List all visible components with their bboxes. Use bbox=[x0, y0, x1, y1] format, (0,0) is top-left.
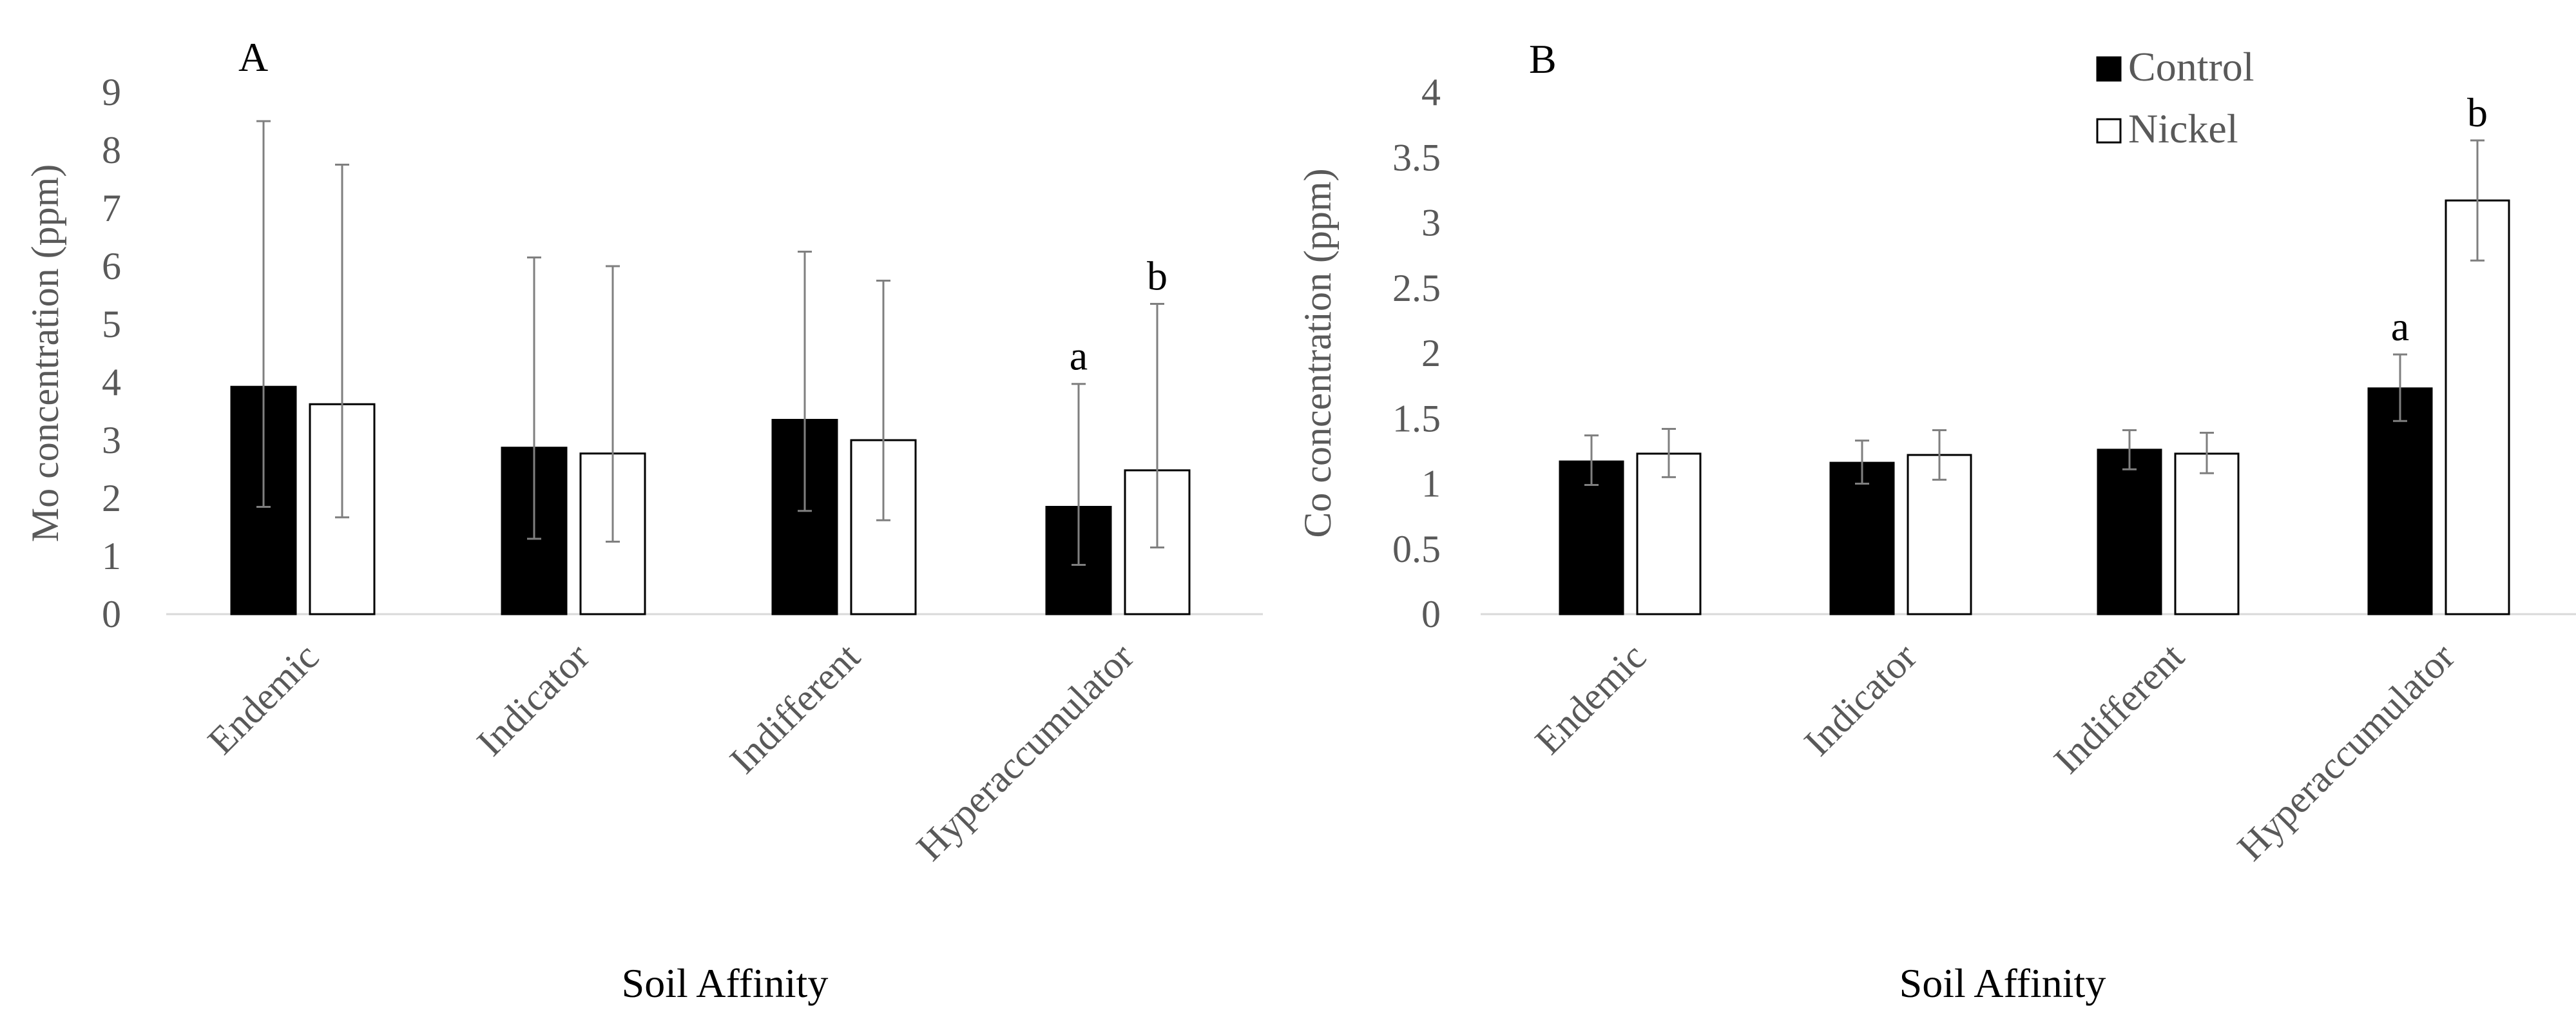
y-axis-label: Mo concentration (ppm) bbox=[24, 164, 66, 543]
bar-endemic-nickel bbox=[1636, 452, 1702, 615]
significance-letter: a bbox=[2391, 304, 2409, 349]
y-tick-label: 6 bbox=[102, 245, 121, 287]
y-tick-label: 1.5 bbox=[1392, 397, 1441, 440]
y-tick-label: 3 bbox=[1421, 202, 1441, 244]
category-label-indicator: Indicator bbox=[468, 635, 597, 764]
category-label-hyperaccumulator: Hyperaccumulator bbox=[908, 635, 1142, 869]
legend-swatch-nickel bbox=[2096, 118, 2122, 144]
y-tick-label: 2 bbox=[102, 477, 121, 519]
x-axis-label: Soil Affinity bbox=[622, 960, 829, 1006]
panel-label: B bbox=[1529, 36, 1557, 82]
x-axis-label: Soil Affinity bbox=[1899, 960, 2106, 1006]
y-tick-label: 2 bbox=[1421, 332, 1441, 374]
y-tick-label: 4 bbox=[1421, 71, 1441, 113]
legend: Control Nickel bbox=[2096, 44, 2254, 151]
panel-label: A bbox=[238, 34, 268, 80]
category-label-endemic: Endemic bbox=[1527, 635, 1654, 762]
bar-indifferent-control bbox=[2097, 449, 2162, 615]
panel-b: 0 0.5 1 1.5 2 2.5 3 3.5 4 Co concentration (ppm) B… bbox=[1296, 36, 2576, 1006]
significance-letter: b bbox=[2467, 90, 2488, 135]
legend-swatch-control bbox=[2096, 56, 2122, 82]
y-tick-label: 8 bbox=[102, 129, 121, 171]
y-tick-label: 4 bbox=[102, 361, 121, 403]
bar-endemic-control bbox=[1559, 460, 1624, 615]
y-tick-label: 2.5 bbox=[1392, 267, 1441, 309]
y-axis-label: Co concentration (ppm) bbox=[1296, 168, 1339, 537]
panel-a: 0 1 2 3 4 5 6 7 8 9 Mo concentration (ppm) A Endemic… bbox=[24, 34, 1263, 1006]
bar-indifferent-nickel bbox=[2174, 452, 2240, 615]
category-label-hyperaccumulator: Hyperaccumulator bbox=[2229, 635, 2463, 869]
category-label-indifferent: Indifferent bbox=[722, 635, 869, 782]
y-tick-label: 0.5 bbox=[1392, 528, 1441, 570]
y-tick-label: 9 bbox=[102, 71, 121, 113]
category-label-endemic: Endemic bbox=[200, 635, 327, 762]
significance-letter: a bbox=[1070, 333, 1088, 379]
y-tick-label: 3 bbox=[102, 419, 121, 461]
y-tick-label: 7 bbox=[102, 187, 121, 229]
bar-indicator-control bbox=[1829, 461, 1895, 615]
bar-indicator-nickel bbox=[1907, 454, 1972, 615]
bar-hyperaccumulator-nickel bbox=[2445, 199, 2510, 615]
y-tick-label: 0 bbox=[1421, 593, 1441, 635]
legend-label-control: Control bbox=[2128, 44, 2254, 90]
significance-letter: b bbox=[1147, 253, 1168, 299]
legend-label-nickel: Nickel bbox=[2128, 106, 2238, 151]
category-label-indifferent: Indifferent bbox=[2046, 635, 2193, 782]
y-tick-label: 0 bbox=[102, 593, 121, 635]
category-label-indicator: Indicator bbox=[1796, 635, 1925, 764]
y-tick-label: 3.5 bbox=[1392, 136, 1441, 179]
y-tick-label: 1 bbox=[1421, 463, 1441, 505]
bar-hyperaccumulator-control bbox=[2367, 387, 2433, 615]
y-tick-label: 1 bbox=[102, 535, 121, 577]
y-tick-label: 5 bbox=[102, 303, 121, 345]
